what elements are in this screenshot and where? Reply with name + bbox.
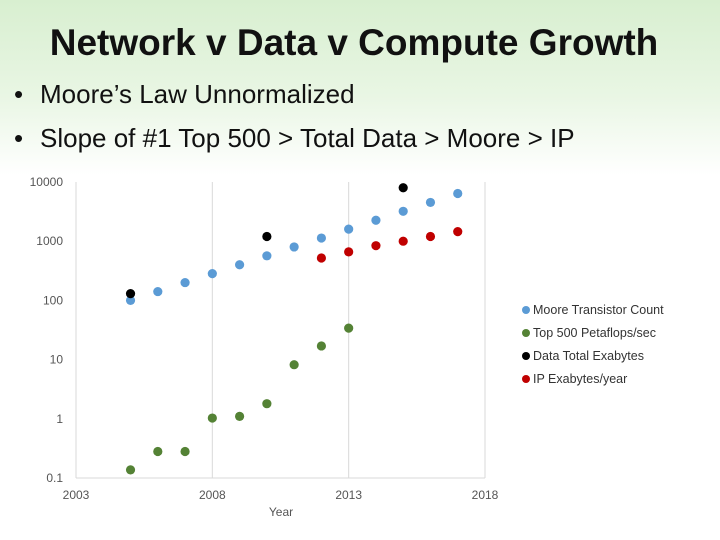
x-tick-label: 2003 <box>63 488 90 502</box>
legend-swatch-icon <box>522 352 530 360</box>
legend-item: Data Total Exabytes <box>522 346 664 369</box>
data-point <box>289 242 299 252</box>
data-point <box>344 224 354 234</box>
slide-header-background <box>0 0 720 175</box>
legend-swatch-icon <box>522 375 530 383</box>
y-tick-label: 1000 <box>36 234 63 248</box>
data-point <box>316 233 326 243</box>
slide-title: Network v Data v Compute Growth <box>49 22 659 63</box>
data-point <box>425 231 436 242</box>
data-point <box>371 215 381 225</box>
data-point <box>425 197 436 208</box>
bullet-text: Moore’s Law Unnormalized <box>40 79 355 109</box>
data-point <box>180 277 190 288</box>
bullet-dot-icon: • <box>14 79 24 109</box>
x-axis-label: Year <box>269 505 293 519</box>
legend-label: Top 500 Petaflops/sec <box>533 326 656 340</box>
data-point <box>398 236 408 246</box>
data-point <box>316 341 326 351</box>
legend-swatch-icon <box>522 306 530 314</box>
y-tick-label: 10000 <box>30 175 64 189</box>
data-point <box>125 289 136 299</box>
legend-swatch-icon <box>522 329 530 337</box>
data-point <box>125 465 136 475</box>
data-point <box>453 188 463 199</box>
legend-label: Data Total Exabytes <box>533 349 644 363</box>
y-tick-label: 0.1 <box>46 471 63 485</box>
legend-item: Moore Transistor Count <box>522 300 664 323</box>
data-point <box>344 247 354 257</box>
bullet-item: • Slope of #1 Top 500 > Total Data > Moor… <box>14 116 575 160</box>
data-point <box>289 360 299 370</box>
y-tick-label: 100 <box>43 293 63 307</box>
data-point <box>207 413 217 423</box>
data-point <box>125 295 136 305</box>
y-tick-label: 1 <box>56 412 63 426</box>
data-point <box>398 183 408 193</box>
bullet-list: • Moore’s Law Unnormalized • Slope of #1 T… <box>14 72 575 160</box>
x-tick-label: 2013 <box>335 488 362 502</box>
y-tick-label: 10 <box>50 353 64 367</box>
data-point <box>262 399 272 409</box>
x-tick-label: 2008 <box>199 488 226 502</box>
legend-label: IP Exabytes/year <box>533 372 628 386</box>
data-point <box>235 260 245 270</box>
data-point <box>207 269 217 279</box>
data-point <box>398 206 408 216</box>
legend-label: Moore Transistor Count <box>533 303 664 317</box>
chart-legend: Moore Transistor Count Top 500 Petaflops/… <box>522 300 664 392</box>
data-point <box>235 411 245 421</box>
data-point <box>153 446 163 457</box>
data-point <box>316 253 326 263</box>
bullet-dot-icon: • <box>14 123 24 153</box>
data-point <box>180 446 190 457</box>
x-tick-label: 2018 <box>472 488 499 502</box>
legend-item: IP Exabytes/year <box>522 369 664 392</box>
data-point <box>262 231 272 242</box>
bullet-text: Slope of #1 Top 500 > Total Data > Moore… <box>40 123 575 153</box>
bullet-item: • Moore’s Law Unnormalized <box>14 72 575 116</box>
data-point <box>344 323 354 333</box>
data-point <box>453 227 463 237</box>
data-point <box>262 251 272 261</box>
data-point <box>153 286 163 297</box>
legend-item: Top 500 Petaflops/sec <box>522 323 664 346</box>
data-point <box>371 241 381 251</box>
